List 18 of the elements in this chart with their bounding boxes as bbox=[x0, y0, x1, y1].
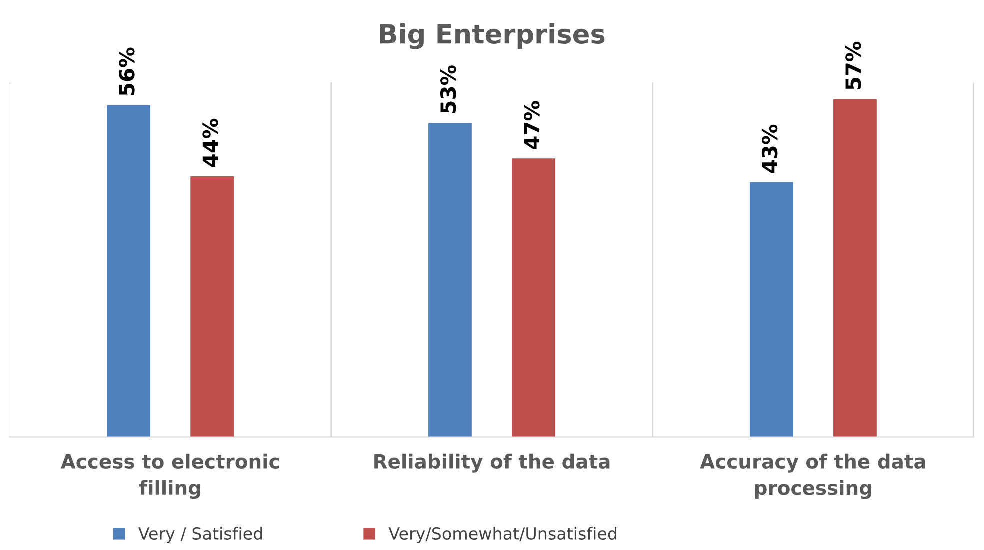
chart-title: Big Enterprises bbox=[380, 24, 605, 50]
data-label: 56% bbox=[119, 48, 135, 96]
data-label: 47% bbox=[524, 101, 540, 150]
data-label: 53% bbox=[440, 66, 456, 114]
x-tick-label: Accuracy of the data processing bbox=[700, 454, 926, 500]
bar bbox=[834, 99, 877, 438]
data-label: 44% bbox=[202, 118, 218, 168]
x-tick-label: Access to electronic filling bbox=[60, 454, 279, 500]
bar bbox=[750, 182, 794, 438]
legend-label: Very/Somewhat/Unsatisfied bbox=[388, 527, 617, 544]
data-label: 43% bbox=[762, 124, 778, 174]
data-label: 57% bbox=[846, 42, 862, 90]
legend-label: Very / Satisfied bbox=[138, 527, 262, 544]
bar bbox=[107, 105, 150, 438]
bar bbox=[512, 158, 556, 438]
x-tick-label: Reliability of the data bbox=[374, 454, 610, 473]
bar bbox=[428, 123, 472, 438]
bar bbox=[190, 176, 234, 438]
